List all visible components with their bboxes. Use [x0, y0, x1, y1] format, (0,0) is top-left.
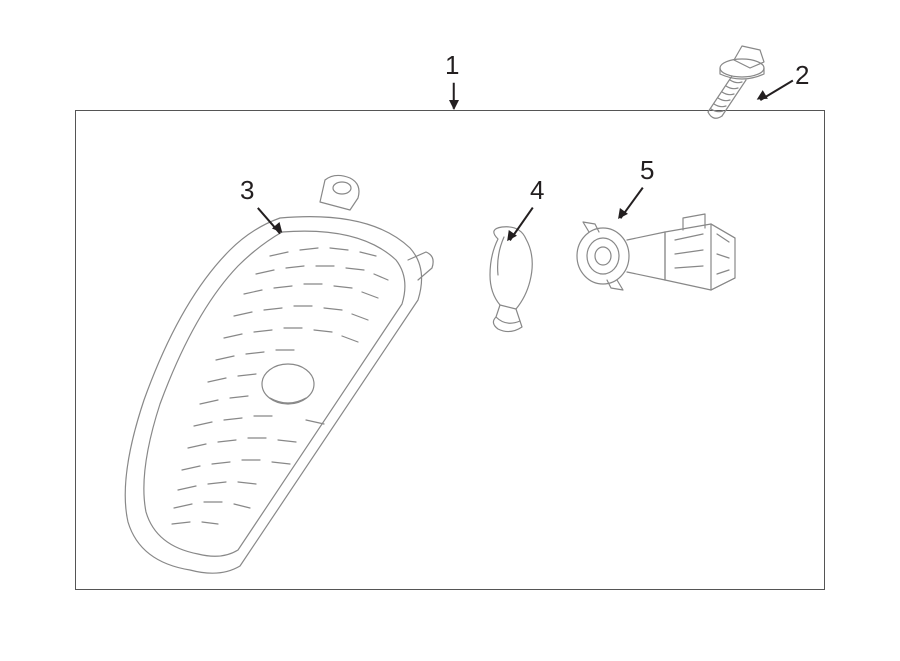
callout-1-label: 1: [445, 50, 459, 81]
lens-housing-part: [110, 170, 470, 580]
callout-4-label: 4: [530, 175, 544, 206]
socket-part: [565, 210, 745, 310]
callout-5-label: 5: [640, 155, 654, 186]
callout-1-arrowhead: [449, 100, 459, 110]
callout-2-label: 2: [795, 60, 809, 91]
callout-3-label: 3: [240, 175, 254, 206]
diagram-canvas: 1 2 3 4 5: [0, 0, 900, 661]
